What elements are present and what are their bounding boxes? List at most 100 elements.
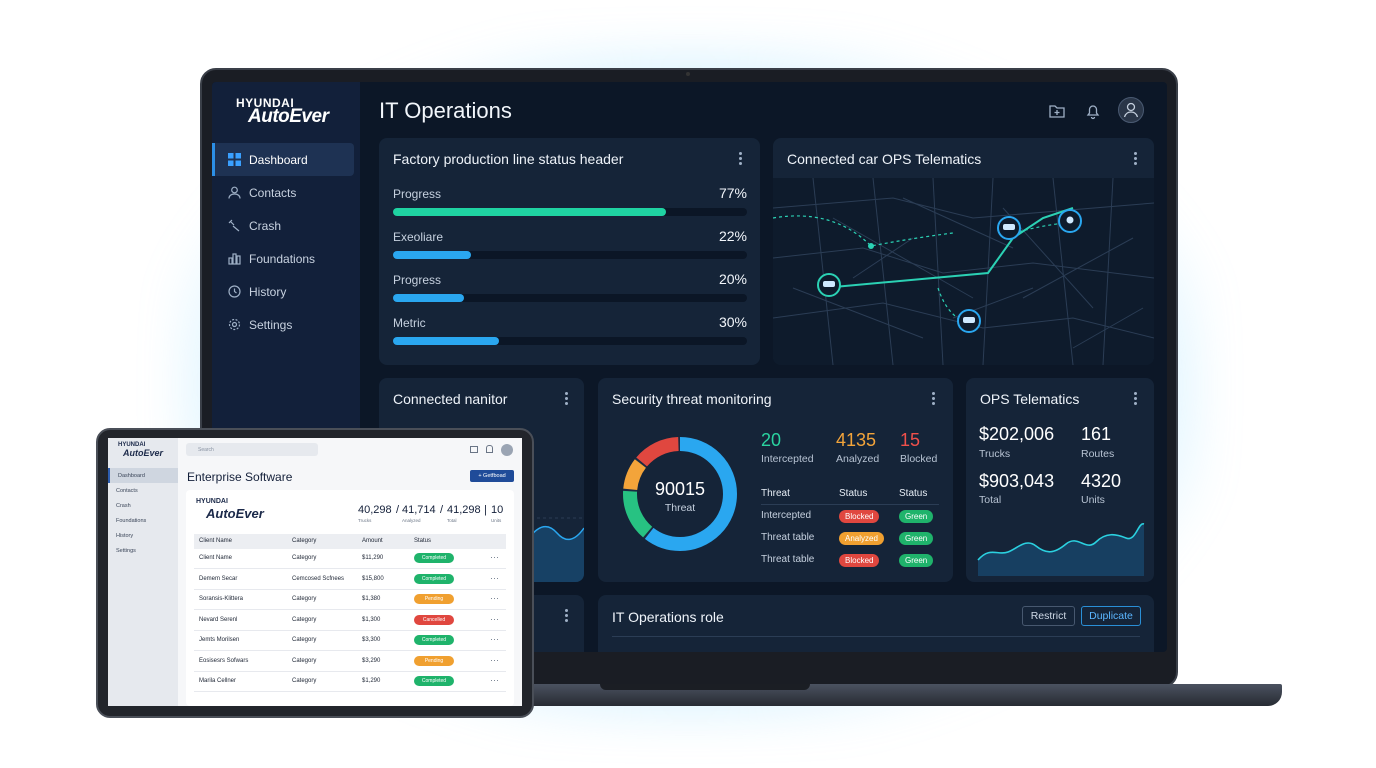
tablet-card: HYUNDAI AutoEver 40,298 Trucks / 41,714 …: [186, 490, 514, 706]
threat-name: Intercepted: [761, 510, 812, 521]
duplicate-button[interactable]: Duplicate: [1081, 606, 1141, 626]
column-header: Amount: [362, 538, 383, 544]
row-more-icon[interactable]: ···: [490, 634, 499, 644]
row-more-icon[interactable]: ···: [490, 613, 499, 624]
tablet-search-input[interactable]: Search: [186, 443, 318, 456]
progress-value: 20%: [718, 271, 747, 287]
summary-separator: /: [440, 504, 444, 516]
bell-icon[interactable]: [486, 445, 493, 453]
folder-plus-icon[interactable]: [1048, 102, 1068, 122]
status-badge: Pending: [414, 594, 454, 604]
table-row[interactable]: Soransis-Klittera Category $1,380 Pending ··…: [194, 590, 506, 610]
stat-label: Total: [979, 494, 1002, 506]
card-title: Security threat monitoring: [612, 391, 772, 407]
brand-top: HYUNDAI: [236, 96, 295, 110]
status-badge: Green: [899, 532, 934, 545]
sidebar-item-foundations[interactable]: Foundations: [212, 242, 360, 275]
row-more-icon[interactable]: ···: [490, 552, 499, 562]
card-title: Connected nanitor: [393, 391, 508, 407]
table-row[interactable]: Demem Secar Cemcosed Scfnees $15,800 Comple…: [194, 570, 506, 590]
table-row[interactable]: Client Name Category $11,290 Completed ···: [194, 549, 506, 569]
more-icon[interactable]: [932, 392, 936, 407]
summary-label: Units: [491, 518, 502, 523]
sidebar-item-history[interactable]: History: [212, 275, 360, 308]
bell-icon[interactable]: [1084, 102, 1104, 122]
row-more-icon[interactable]: ···: [490, 572, 499, 583]
progress-fill: [393, 208, 666, 216]
table-row[interactable]: Eosisesrs Sofwars Category $3,290 Pending ··…: [194, 652, 506, 672]
camera-dot: [686, 72, 690, 76]
progress-label: Metric: [393, 316, 426, 330]
user-avatar-icon[interactable]: [1118, 97, 1144, 123]
stat-blocked-value: 15: [900, 430, 921, 450]
sidebar-item-settings[interactable]: Settings: [212, 308, 360, 341]
amount: $15,800: [362, 575, 384, 582]
restrict-button[interactable]: Restrict: [1022, 606, 1075, 626]
row-more-icon[interactable]: ···: [490, 654, 499, 665]
progress-value: 30%: [718, 314, 747, 330]
progress-track: [393, 294, 747, 302]
summary-value: 41,714: [402, 504, 436, 516]
column-header: Client Name: [199, 538, 233, 544]
tablet-brand-top: HYUNDAI: [118, 442, 146, 448]
table-row[interactable]: Nevard Serenl Category $1,300 Cancelled ···: [194, 611, 506, 631]
laptop-notch: [600, 684, 810, 690]
amount: $11,290: [362, 555, 384, 561]
table-row[interactable]: Marila Cellner Category $1,290 Completed ···: [194, 672, 506, 692]
column-header: Category: [292, 538, 317, 544]
stat-intercepted-label: Intercepted: [761, 453, 814, 465]
more-icon[interactable]: [739, 152, 743, 167]
tablet-sidebar: HYUNDAI AutoEver Dashboard Contacts Cras…: [108, 438, 178, 706]
tablet-screen: HYUNDAI AutoEver Dashboard Contacts Cras…: [108, 438, 522, 706]
row-more-icon[interactable]: ···: [490, 593, 499, 603]
table-row[interactable]: Threat table Analyzed Green: [761, 532, 939, 545]
table-row[interactable]: Jemts Morilsen Category $3,300 Completed ···: [194, 631, 506, 651]
amount: $1,300: [362, 616, 381, 623]
stat-value: 161: [1081, 424, 1112, 444]
sidebar-item-label: History: [249, 284, 287, 299]
stat-label: Trucks: [979, 448, 1011, 460]
threat-table-header: Threat Status Status: [761, 488, 939, 499]
status-badge: Cancelled: [414, 614, 454, 625]
client-name: Demem Secar: [199, 575, 238, 582]
row-more-icon[interactable]: ···: [490, 675, 499, 685]
tablet-nav-foundations[interactable]: Foundations: [116, 517, 147, 524]
sidebar-item-dashboard[interactable]: Dashboard: [212, 143, 354, 176]
more-icon[interactable]: [565, 609, 569, 624]
progress-value: 22%: [718, 228, 747, 244]
card-title: Connected car OPS Telematics: [787, 151, 982, 167]
more-icon[interactable]: [565, 392, 569, 407]
divider: [612, 636, 1140, 637]
tablet-nav-history[interactable]: History: [116, 532, 134, 539]
stat-label: Units: [1081, 494, 1105, 506]
progress-label: Progress: [393, 187, 442, 201]
stat-intercepted-value: 20: [761, 430, 782, 450]
tablet-nav-dashboard[interactable]: Dashboard: [108, 468, 178, 483]
stat-value: $903,043: [979, 471, 1055, 491]
folder-icon[interactable]: [470, 446, 478, 453]
grid-icon: [227, 153, 241, 167]
tablet-nav-settings[interactable]: Settings: [116, 547, 136, 554]
user-icon: [227, 186, 241, 200]
status-badge: Analyzed: [839, 532, 884, 545]
more-icon[interactable]: [1134, 152, 1138, 167]
tablet-nav-crash[interactable]: Crash: [116, 502, 131, 509]
donut-segment: [623, 437, 737, 551]
progress-fill: [393, 251, 471, 259]
tablet-add-button[interactable]: + Getfboad: [470, 470, 514, 482]
monitor-sparkline: [519, 517, 584, 582]
progress-row: Metric 30%: [393, 314, 747, 345]
donut-value: 90015: [654, 479, 706, 499]
tablet-table-header: Client Name Category Amount Status: [194, 534, 506, 549]
page-title: IT Operations: [379, 98, 512, 123]
more-icon[interactable]: [1134, 392, 1138, 407]
table-row[interactable]: Intercepted Blocked Green: [761, 510, 939, 523]
client-name: Soransis-Klittera: [199, 596, 244, 602]
telematics-map[interactable]: [773, 178, 1154, 365]
table-row[interactable]: Threat table Blocked Green: [761, 554, 939, 567]
sidebar-item-contacts[interactable]: Contacts: [212, 176, 360, 209]
avatar[interactable]: [501, 444, 513, 456]
tablet-nav-contacts[interactable]: Contacts: [116, 487, 138, 494]
sidebar-item-crash[interactable]: Crash: [212, 209, 360, 242]
card-brand-logo: AutoEver: [206, 506, 264, 521]
